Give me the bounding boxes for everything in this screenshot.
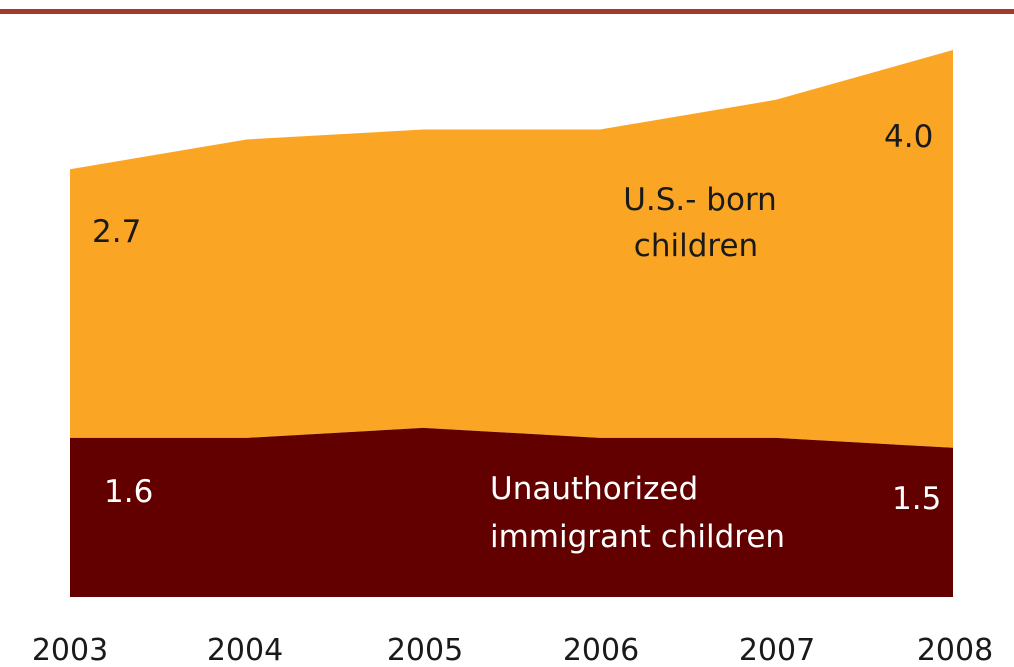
top-rule <box>0 9 1014 14</box>
x-tick-label-2004: 2004 <box>207 633 283 667</box>
x-tick-label-2003: 2003 <box>32 633 108 667</box>
unauthorized-end-value: 1.5 <box>892 481 941 517</box>
usborn-start-value: 2.7 <box>92 214 141 250</box>
usborn-series-label-line2: children <box>634 228 758 264</box>
unauthorized-series-label: Unauthorized <box>490 471 698 507</box>
x-tick-label-2008: 2008 <box>917 633 993 667</box>
inline-labels: 2.7 4.0 U.S.- born children 1.6 1.5 Unau… <box>92 119 941 555</box>
unauthorized-start-value: 1.6 <box>104 474 153 510</box>
usborn-series-label: U.S.- born <box>623 182 777 218</box>
usborn-area <box>70 49 953 448</box>
x-axis-ticks: 2003 2004 2005 2006 2007 2008 <box>32 633 993 667</box>
x-tick-label-2006: 2006 <box>563 633 639 667</box>
x-tick-label-2007: 2007 <box>739 633 815 667</box>
unauthorized-area <box>70 427 953 597</box>
usborn-end-value: 4.0 <box>884 119 933 155</box>
plot-area <box>70 49 953 597</box>
x-tick-label-2005: 2005 <box>387 633 463 667</box>
unauthorized-series-label-line2: immigrant children <box>490 519 785 555</box>
